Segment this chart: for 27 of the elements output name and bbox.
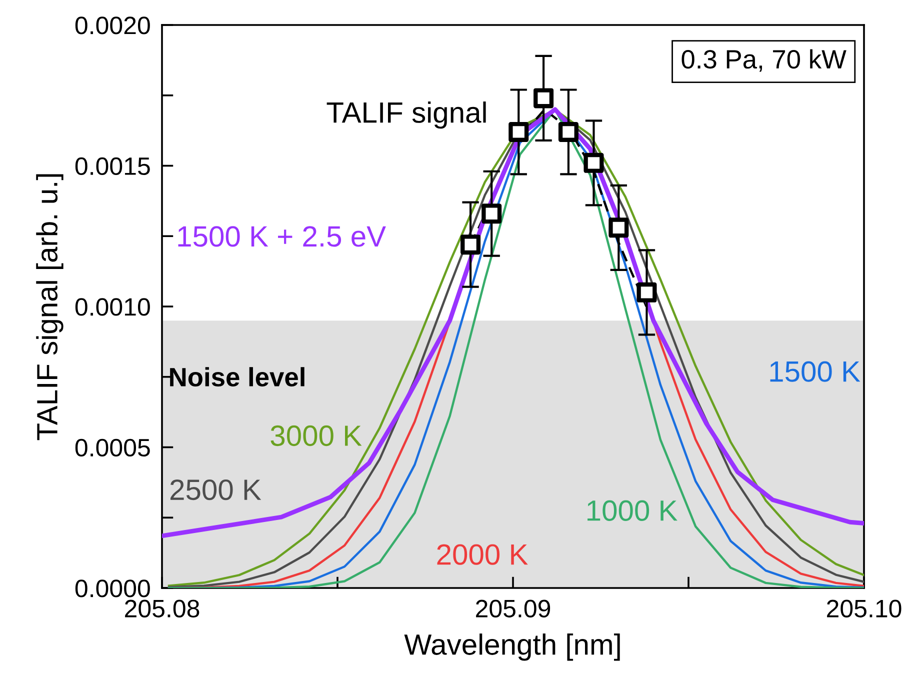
y-tick-label: 0.0000	[75, 580, 150, 598]
point	[460, 234, 481, 255]
text: 1500 K	[770, 361, 860, 382]
x-tick-label: 205.08	[125, 600, 200, 618]
y-tick-label: 0.0020	[75, 16, 150, 34]
y-tick-label: 0.0005	[75, 438, 150, 457]
x-axis-title: Wavelength [nm]	[404, 634, 620, 661]
y-tick-label: 0.0015	[75, 157, 150, 176]
series-label: 3000 K	[270, 425, 362, 446]
x-tick-label: 205.10	[827, 600, 902, 618]
band-label: Noise level	[170, 367, 304, 386]
point	[608, 218, 629, 238]
point	[482, 204, 502, 224]
text: 1500 K + 2.5 eV	[178, 226, 386, 247]
y-axis-title: TALIF signal [arb. u.]	[36, 174, 64, 440]
x-tick-label: 205.09	[476, 600, 550, 618]
text: 2500 K	[170, 479, 262, 500]
text: 2000 K	[437, 544, 528, 565]
annotation: 0.3 Pa, 70 kW	[682, 49, 846, 72]
point	[508, 122, 529, 142]
point	[584, 152, 604, 173]
y-tick-label: 0.0010	[75, 298, 150, 316]
point	[636, 282, 657, 302]
series-label: TALIF signal	[326, 101, 486, 129]
point	[534, 88, 554, 108]
point	[558, 122, 578, 142]
series-label: 1000 K	[588, 500, 678, 521]
